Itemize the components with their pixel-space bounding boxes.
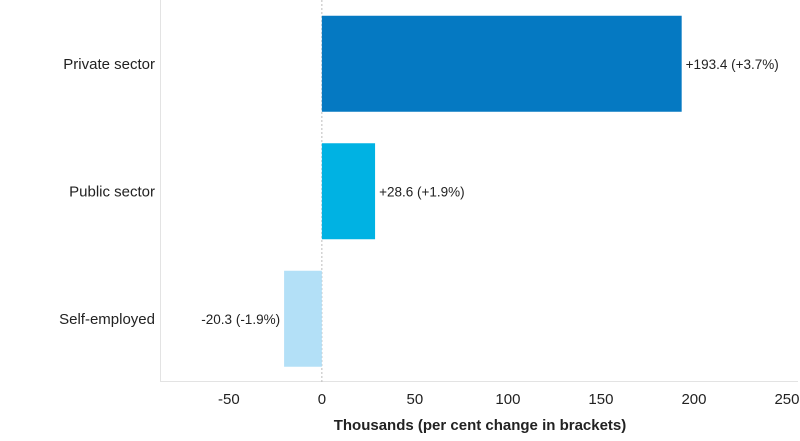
x-tick-label: 200 (681, 391, 706, 408)
category-label: Private sector (63, 56, 155, 73)
data-label: +193.4 (+3.7%) (686, 57, 779, 72)
x-tick-label: 100 (495, 391, 520, 408)
bar-private-sector (321, 15, 682, 112)
data-label: +28.6 (+1.9%) (379, 184, 465, 199)
x-axis-title: Thousands (per cent change in brackets) (334, 417, 627, 434)
x-tick-label: 50 (407, 391, 424, 408)
x-tick-label: 0 (318, 391, 326, 408)
bar-public-sector (321, 143, 376, 240)
data-label: -20.3 (-1.9%) (201, 312, 280, 327)
category-label: Public sector (69, 183, 155, 200)
x-tick-label: 250 (774, 391, 799, 408)
bar-self-employed (284, 270, 322, 367)
x-tick-label: 150 (588, 391, 613, 408)
x-tick-label: -50 (218, 391, 240, 408)
category-label: Self-employed (59, 311, 155, 328)
